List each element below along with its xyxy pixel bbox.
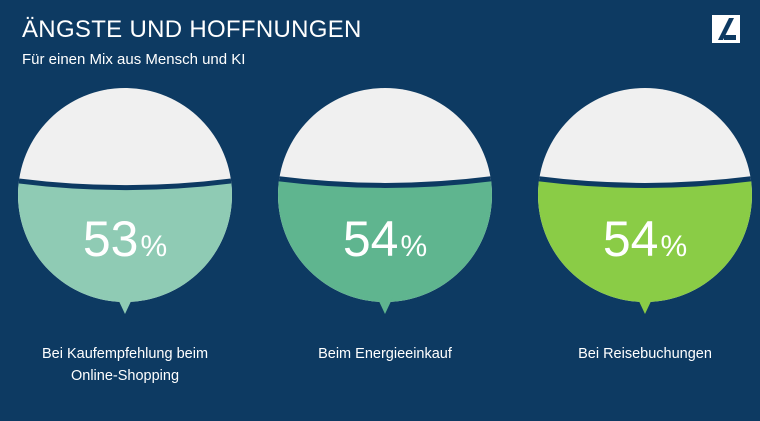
pointer-tip [637,297,653,314]
pointer-tip [377,297,393,314]
fill-separator [278,175,492,188]
value-label: 54% [343,211,427,267]
category-label: Bei Reisebuchungen [578,346,712,362]
brand-logo-icon [712,15,740,43]
page-title: ÄNGSTE UND HOFFNUNGEN [22,16,362,43]
chart-item: 54% Bei Reisebuchungen [538,88,752,362]
value-fill [538,180,752,302]
value-unit: % [140,230,167,263]
fill-separator [18,178,232,191]
pointer-tip [117,297,133,314]
value-label: 53% [83,211,167,267]
value-label: 54% [603,211,687,267]
page-subtitle: Für einen Mix aus Mensch und KI [22,51,246,68]
category-label: Bei Kaufempfehlung beim [42,346,208,362]
value-number: 54 [603,211,659,267]
chart-item: 54% Beim Energieeinkauf [278,88,492,362]
value-unit: % [400,230,427,263]
value-fill [278,180,492,302]
value-number: 53 [83,211,139,267]
value-fill [18,182,232,302]
value-unit: % [660,230,687,263]
category-label: Beim Energieeinkauf [318,346,453,362]
fill-separator [538,175,752,188]
chart-item: 53% Bei Kaufempfehlung beim Online-Shoppin… [18,88,232,384]
category-label: Online-Shopping [71,368,179,384]
value-number: 54 [343,211,399,267]
